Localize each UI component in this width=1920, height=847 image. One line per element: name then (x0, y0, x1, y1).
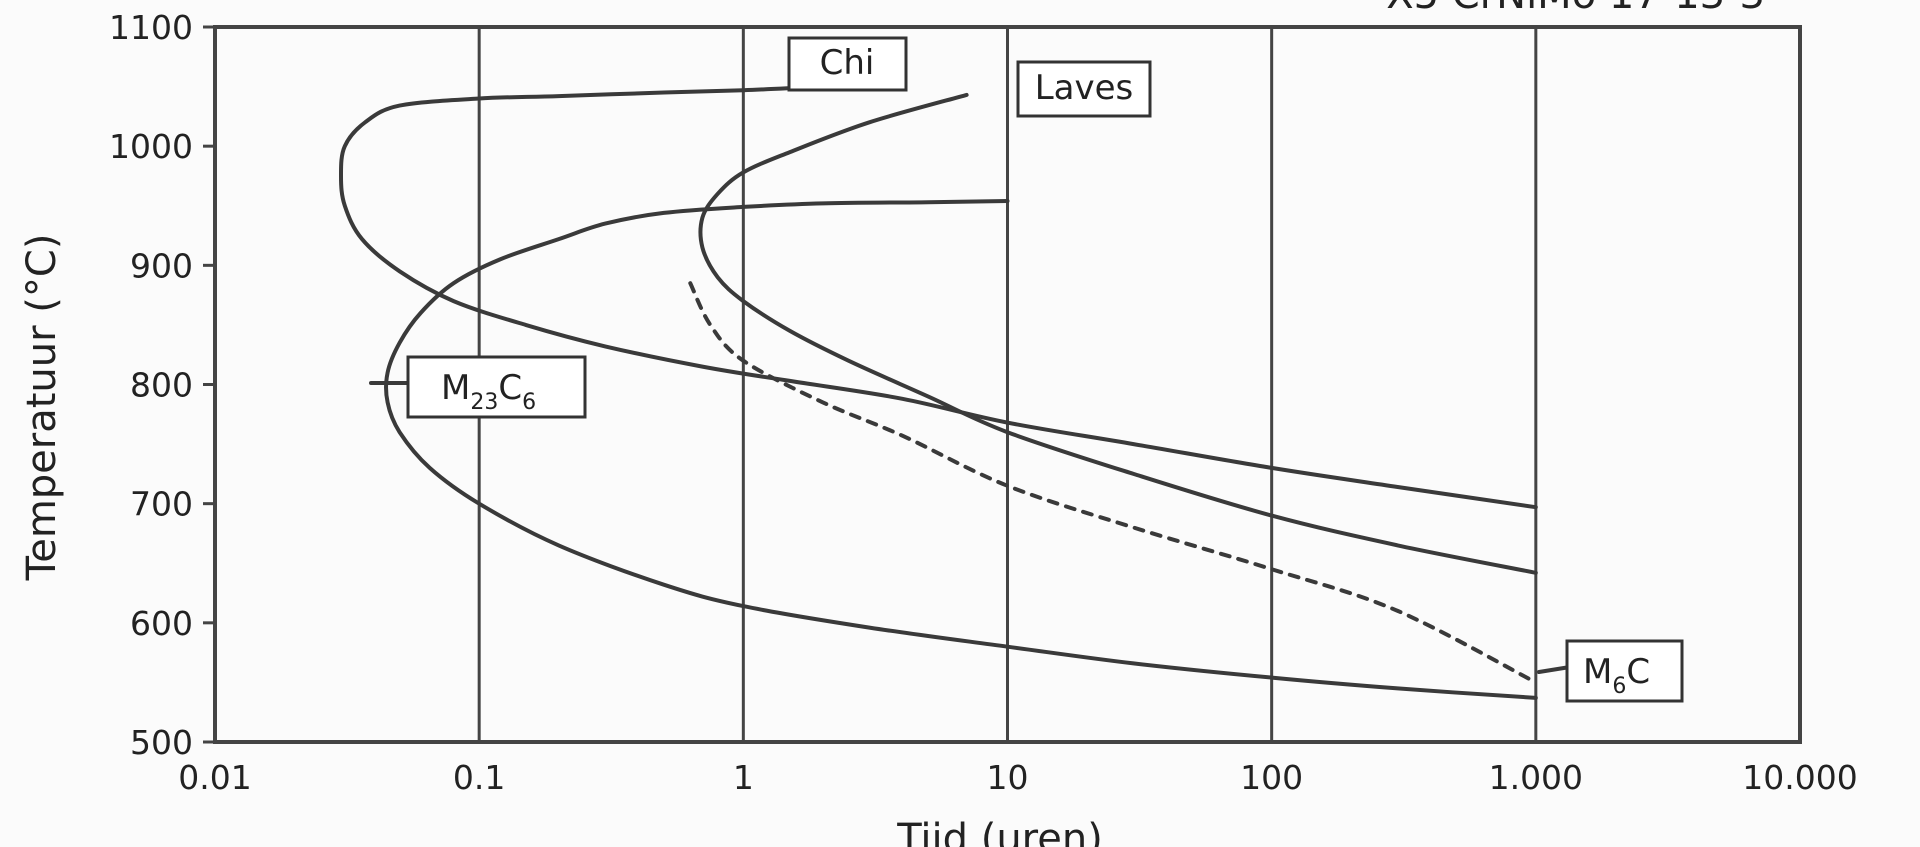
label-m6c-text: M6C (1583, 652, 1650, 699)
chi-curve (338, 85, 1538, 510)
label-m23c6: M23C6 (406, 355, 587, 419)
y-axis-label: Temperatuur (°C) (19, 234, 65, 582)
m6c-curve (688, 281, 1538, 685)
phase-curves (338, 85, 1538, 700)
m23c6-curve (384, 199, 1538, 700)
x-axis-ticks: 0.01 0.1 1 10 100 1.000 10.000 (178, 758, 1857, 797)
grid-lines (477, 27, 1538, 742)
label-m6c: M6C (1565, 639, 1684, 703)
label-chi: Chi (787, 36, 908, 92)
y-tick-label: 600 (130, 604, 193, 643)
label-laves-text: Laves (1035, 68, 1134, 108)
y-tick-label: 900 (130, 246, 193, 285)
y-axis-ticks: 500 600 700 800 900 1000 1100 (109, 8, 215, 762)
x-tick-label: 10 (987, 758, 1029, 797)
m6c-leader-line (1537, 665, 1572, 674)
y-tick-label: 700 (130, 485, 193, 524)
label-m23c6-text: M23C6 (441, 368, 536, 415)
x-tick-label: 1 (733, 758, 754, 797)
x-axis-label: Tijd (uren) (896, 816, 1103, 847)
chart-title: X5 CrNiMo 17-13-3 (1386, 0, 1765, 18)
x-tick-label: 0.01 (178, 758, 251, 797)
x-tick-label: 100 (1240, 758, 1303, 797)
x-tick-label: 1.000 (1489, 758, 1583, 797)
x-tick-label: 10.000 (1742, 758, 1857, 797)
label-chi-text: Chi (820, 43, 875, 83)
y-tick-label: 800 (130, 366, 193, 405)
y-tick-label: 500 (130, 723, 193, 762)
laves-curve (698, 92, 1538, 575)
y-tick-label: 1000 (109, 127, 193, 166)
x-tick-label: 0.1 (453, 758, 505, 797)
label-laves: Laves (1016, 60, 1152, 118)
y-tick-label: 1100 (109, 8, 193, 47)
